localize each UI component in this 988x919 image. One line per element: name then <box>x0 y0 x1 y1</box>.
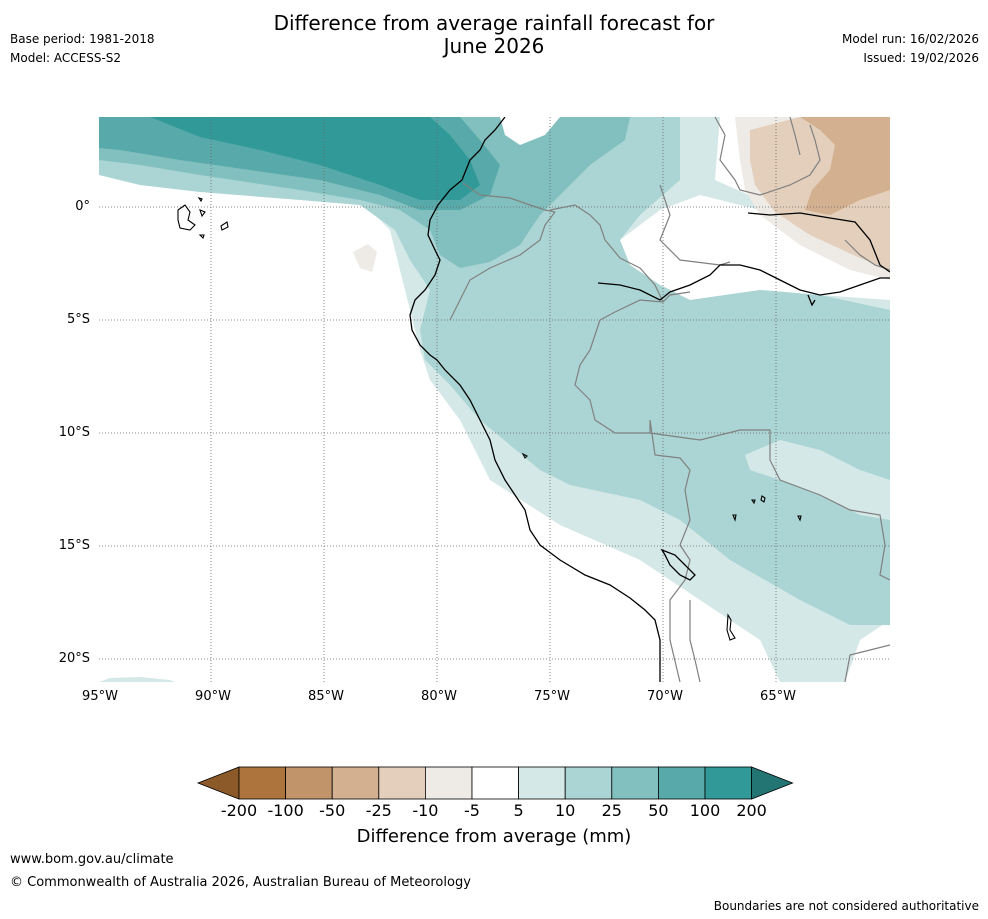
lon-label-80w: 80°W <box>421 689 457 704</box>
legend-swatch <box>611 766 659 800</box>
contour-bottom-left <box>99 677 175 682</box>
legend-tick-label: 25 <box>601 801 622 820</box>
legend-swatch <box>238 766 286 800</box>
page-title: Difference from average rainfall forecas… <box>0 12 988 58</box>
legend-arrow-high <box>751 766 794 800</box>
legend-swatch <box>704 766 752 800</box>
legend-swatch <box>331 766 380 800</box>
legend-swatch <box>424 766 473 800</box>
lon-label-65w: 65°W <box>760 689 796 704</box>
lon-label-75w: 75°W <box>534 689 570 704</box>
legend-tick-label: -25 <box>365 801 392 820</box>
legend-swatch <box>471 766 519 800</box>
legend-swatch <box>658 766 706 800</box>
lon-label-70w: 70°W <box>647 689 683 704</box>
lat-label-0: 0° <box>75 199 90 214</box>
legend-swatch <box>564 766 613 800</box>
contour-10-25 <box>99 117 890 625</box>
legend-boxes <box>196 766 794 800</box>
contour-neg-patch <box>353 244 377 272</box>
lon-label-90w: 90°W <box>195 689 231 704</box>
model-run-text: Model run: 16/02/2026 <box>841 32 979 46</box>
contour-100-200 <box>150 117 480 200</box>
lon-label-95w: 95°W <box>82 689 118 704</box>
legend-tick-label: 200 <box>736 801 767 820</box>
contour-white-hole <box>620 195 890 300</box>
contour-neg25-neg50 <box>800 117 890 215</box>
legend-tick-label: -10 <box>412 801 439 820</box>
footer-url: www.bom.gov.au/climate <box>10 852 174 867</box>
legend-tick-label: 100 <box>689 801 721 820</box>
footer-copyright: © Commonwealth of Australia 2026, Austra… <box>10 875 471 890</box>
lat-label-20s: 20°S <box>58 651 90 666</box>
contour-white-notch <box>500 117 560 145</box>
legend-tick-label: 10 <box>555 801 576 820</box>
lon-label-85w: 85°W <box>308 689 344 704</box>
legend-swatch <box>378 766 426 800</box>
legend-swatch <box>285 766 333 800</box>
legend-tick-label: -200 <box>220 801 258 820</box>
title-line-2: June 2026 <box>443 34 545 58</box>
legend-tick-label: 50 <box>648 801 669 820</box>
lat-label-15s: 15°S <box>58 538 90 553</box>
map-contours <box>99 117 890 682</box>
lat-label-10s: 10°S <box>58 425 90 440</box>
legend-tick-label: -50 <box>319 801 346 820</box>
galapagos-islands <box>177 196 229 240</box>
footer-note: Boundaries are not considered authoritat… <box>713 899 979 913</box>
title-line-1: Difference from average rainfall forecas… <box>273 11 715 35</box>
lakes <box>521 452 802 641</box>
issued-text: Issued: 19/02/2026 <box>863 51 979 65</box>
legend-tick-label: -5 <box>464 801 480 820</box>
legend-tick-label: 5 <box>513 801 524 820</box>
coastlines <box>409 117 890 682</box>
base-period-text: Base period: 1981-2018 <box>10 32 155 46</box>
legend-swatch <box>518 766 566 800</box>
contour-white-south <box>745 440 890 520</box>
legend-tick-label: -100 <box>267 801 304 820</box>
graticule <box>99 117 890 682</box>
legend-arrow-low <box>196 766 240 800</box>
country-borders <box>449 117 890 682</box>
lat-label-5s: 5°S <box>66 312 90 327</box>
legend-title: Difference from average (mm) <box>356 826 632 847</box>
model-text: Model: ACCESS-S2 <box>10 51 122 65</box>
